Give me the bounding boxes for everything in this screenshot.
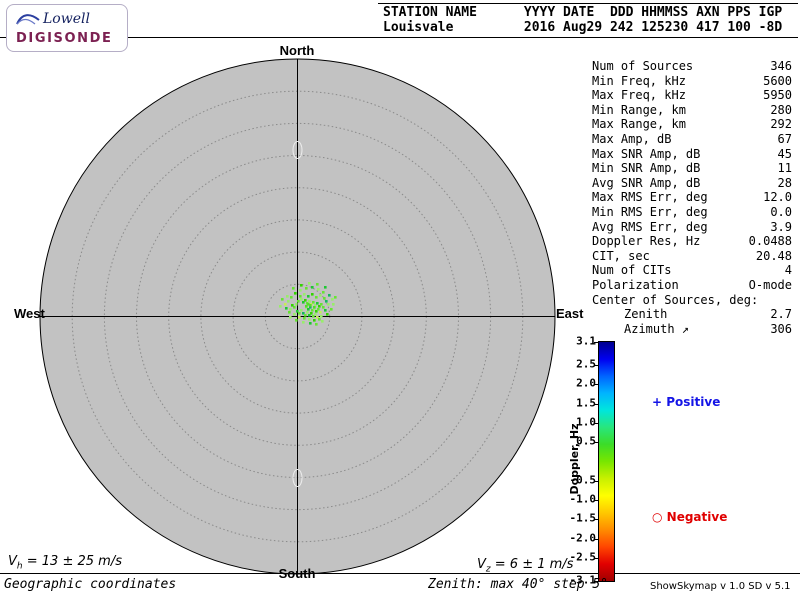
vertical-velocity-label: Vz = 6 ± 1 m/s <box>477 557 574 575</box>
footer-rule <box>0 573 800 574</box>
compass-south-label: South <box>278 566 316 581</box>
stat-row: Max RMS Err, deg 12.0 <box>592 190 792 205</box>
colorbar-tick-label: 0.5 <box>576 434 596 448</box>
colorbar-tick-mark <box>594 557 598 559</box>
plus-marker-icon: + <box>652 395 663 409</box>
stat-row: Min RMS Err, deg 0.0 <box>592 204 792 219</box>
legend-positive: + Positive <box>652 395 720 409</box>
stat-row: Max SNR Amp, dB 45 <box>592 146 792 161</box>
colorbar-tick-mark <box>594 442 598 444</box>
colorbar-tick-mark <box>594 403 598 405</box>
stat-row: Min SNR Amp, dB 11 <box>592 161 792 176</box>
stat-row: Doppler Res, Hz 0.0488 <box>592 234 792 249</box>
colorbar-tick-mark <box>594 365 598 367</box>
header-bottom-rule <box>0 37 798 38</box>
colorbar-tick-label: 2.0 <box>576 376 596 390</box>
compass-west-label: West <box>14 306 45 321</box>
logo-lowell-text: Lowell <box>43 11 90 27</box>
colorbar-tick-mark <box>594 538 598 540</box>
colorbar-tick-label: 3.1 <box>576 334 596 348</box>
coordinate-system-label: Geographic coordinates <box>4 577 177 592</box>
colorbar-tick-label: -1.5 <box>569 511 597 525</box>
stat-row: Num of Sources 346 <box>592 59 792 73</box>
zenith-range-label: Zenith: max 40° step 5° <box>428 577 609 592</box>
stat-row: Max Freq, kHz 5950 <box>592 88 792 103</box>
lowell-digisonde-logo: Lowell DIGISONDE <box>6 4 128 52</box>
colorbar-tick-label: -3.1 <box>569 573 597 587</box>
colorbar-tick-label: 1.5 <box>576 396 596 410</box>
sources-scatter <box>279 282 337 326</box>
legend-negative-label: Negative <box>662 510 728 524</box>
stat-row: Azimuth ↗ 306 <box>624 321 792 336</box>
header-field-labels: STATION NAME YYYY DATE DDD HHMMSS AXN PP… <box>383 5 783 20</box>
stat-row: Num of CITs 4 <box>592 263 792 278</box>
colorbar-tick-mark <box>594 480 598 482</box>
colorbar-tick-mark <box>594 384 598 386</box>
measurement-stats-list: Num of Sources 346 Min Freq, kHz 5600 Max Fr… <box>592 59 792 336</box>
colorbar-tick-label: 2.5 <box>576 357 596 371</box>
colorbar-tick-mark <box>594 519 598 521</box>
stat-row: Avg SNR Amp, dB 28 <box>592 175 792 190</box>
colorbar-tick-mark <box>594 581 598 582</box>
logo-wave-icon <box>16 14 40 25</box>
doppler-colorbar <box>594 341 615 582</box>
axis-marker-top <box>292 141 303 159</box>
header-field-values: Louisvale 2016 Aug29 242 125230 417 100 … <box>383 20 783 35</box>
software-version-label: ShowSkymap v 1.0 SD v 5.1 <box>650 581 791 592</box>
colorbar-tick-label: -2.0 <box>569 531 597 545</box>
colorbar-tick-label: -0.5 <box>569 473 597 487</box>
colorbar-tick-mark <box>594 500 598 502</box>
compass-east-label: East <box>556 306 584 321</box>
stat-row: Max Range, km 292 <box>592 117 792 132</box>
stat-row: Zenith 2.7 <box>624 307 792 322</box>
logo-digisonde-text: DIGISONDE <box>16 31 113 46</box>
legend-positive-label: Positive <box>662 395 721 409</box>
colorbar-tick-labels: 3.1 2.5 2.0 1.5 1.0 0.5 -0.5 -1.0 -1.5 -2.0 -2.5 -3… <box>552 335 597 587</box>
colorbar-tick-mark <box>594 342 598 343</box>
stat-row: Min Freq, kHz 5600 <box>592 73 792 88</box>
legend-negative: ○ Negative <box>652 510 727 524</box>
header-top-rule <box>378 3 798 4</box>
compass-north-label: North <box>279 43 315 58</box>
stat-row: CIT, sec 20.48 <box>592 248 792 263</box>
axis-marker-bottom <box>292 469 303 487</box>
stat-row: Avg RMS Err, deg 3.9 <box>592 219 792 234</box>
horizontal-velocity-label: Vh = 13 ± 25 m/s <box>8 554 122 572</box>
circle-marker-icon: ○ <box>652 510 663 524</box>
stat-row: Max Amp, dB 67 <box>592 131 792 146</box>
colorbar-tick-label: 1.0 <box>576 415 596 429</box>
stat-row: Polarization O-mode <box>592 277 792 292</box>
stat-row: Center of Sources, deg: <box>592 292 759 307</box>
stat-row: Min Range, km 280 <box>592 102 792 117</box>
colorbar-tick-label: -2.5 <box>569 550 597 564</box>
colorbar-tick-mark <box>594 422 598 424</box>
colorbar-tick-label: -1.0 <box>569 492 597 506</box>
